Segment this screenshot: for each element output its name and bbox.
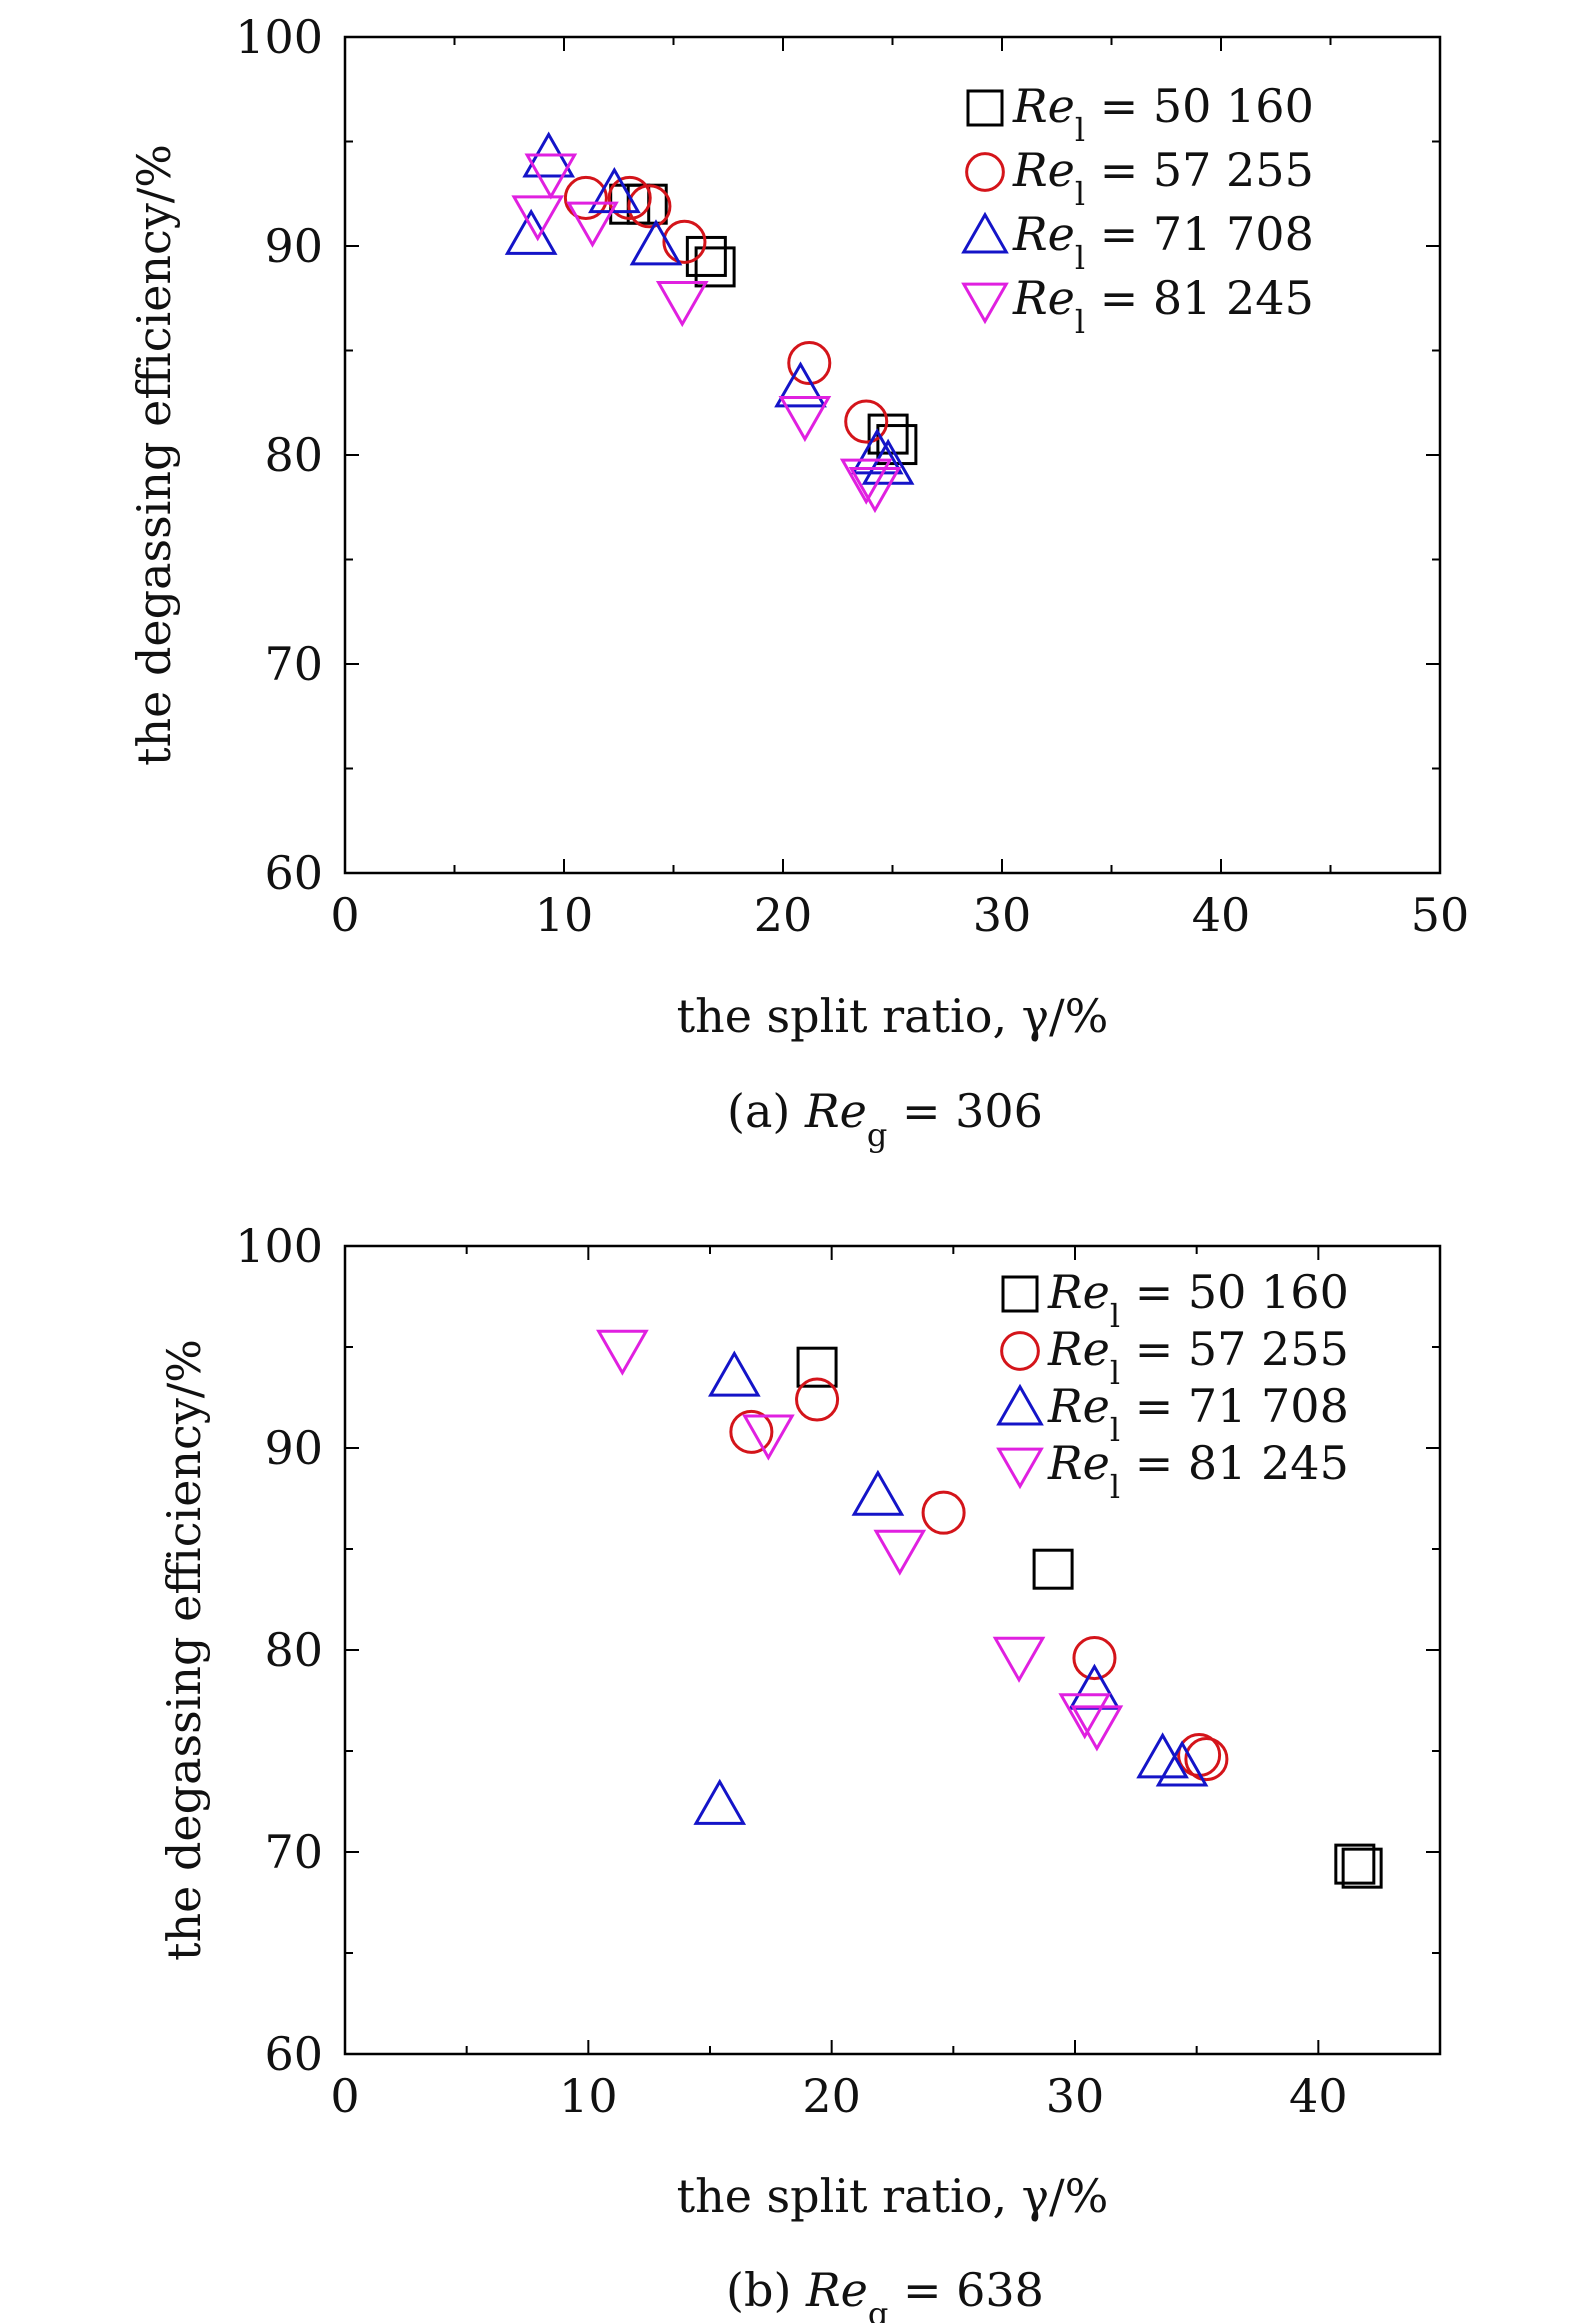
x-tick-label: 20 [754, 888, 813, 942]
legend-label: Rel = 50 160 [1012, 79, 1314, 149]
data-point [588, 166, 641, 214]
series-circle [563, 175, 889, 444]
legend-marker [961, 282, 1009, 325]
x-tick-label: 30 [973, 888, 1032, 942]
data-point [992, 1636, 1046, 1683]
data-point [861, 438, 915, 485]
data-point [1032, 1548, 1074, 1590]
data-point [566, 201, 619, 248]
data-point [1341, 1847, 1383, 1889]
data-point [655, 281, 709, 328]
series-triangle-down [511, 153, 902, 514]
data-point [1184, 1737, 1229, 1782]
data-point [1058, 1693, 1112, 1740]
series-square [796, 1346, 1383, 1889]
y-axis-label: the degassing efficiency/% [157, 1339, 211, 1961]
legend-label: Rel = 71 708 [1012, 207, 1314, 277]
x-tick-label: 40 [1192, 888, 1251, 942]
y-tick-label: 60 [264, 846, 323, 900]
legend-marker [965, 152, 1005, 192]
y-tick-label: 70 [264, 637, 323, 691]
legend-label: Rel = 50 160 [1047, 1265, 1349, 1335]
data-point [629, 219, 683, 266]
legend-label: Rel = 81 245 [1012, 271, 1314, 341]
data-point [787, 341, 832, 386]
data-point [1072, 1636, 1117, 1681]
legend-label: Rel = 57 255 [1047, 1322, 1349, 1392]
y-tick-label: 80 [264, 1623, 323, 1677]
series-triangle-up [693, 1350, 1209, 1825]
y-tick-label: 100 [235, 10, 323, 64]
legend-label: Rel = 57 255 [1012, 143, 1314, 213]
legend-label: Rel = 81 245 [1047, 1436, 1349, 1506]
series-triangle-down [596, 1329, 1124, 1752]
data-point [662, 219, 707, 264]
data-point [795, 1377, 840, 1422]
y-tick-label: 60 [264, 2027, 323, 2081]
legend-marker [996, 1383, 1044, 1426]
data-point [563, 175, 608, 220]
data-point [511, 195, 565, 242]
data-point [627, 184, 672, 229]
figure-caption: (b) Reg = 638 [726, 2263, 1044, 2323]
data-point [707, 1350, 761, 1397]
data-point [1334, 1843, 1376, 1885]
data-point [851, 1469, 905, 1516]
data-point [596, 1329, 649, 1376]
x-tick-label: 40 [1289, 2069, 1348, 2123]
figure-caption: (a) Reg = 306 [727, 1084, 1043, 1154]
y-tick-label: 100 [235, 1219, 323, 1273]
data-point [524, 153, 578, 200]
y-tick-label: 70 [264, 1825, 323, 1879]
data-point [1068, 1663, 1121, 1710]
data-point [742, 1414, 795, 1461]
x-tick-label: 20 [802, 2069, 861, 2123]
data-point [850, 428, 904, 475]
chart-a: 0 10 20 30 40 50 60 70 80 90 100 the split ratio, γ… [127, 10, 1469, 1154]
series-triangle-up [504, 131, 915, 485]
data-point [729, 1409, 774, 1454]
x-tick-label: 0 [330, 2069, 359, 2123]
x-tick-label: 10 [559, 2069, 618, 2123]
data-point [774, 361, 827, 408]
data-point [921, 1490, 966, 1535]
data-point [685, 235, 727, 277]
data-point [694, 246, 736, 288]
legend-marker [1001, 1275, 1039, 1313]
data-point [778, 395, 832, 443]
data-point [844, 399, 889, 444]
data-point [873, 1529, 927, 1576]
data-point [839, 458, 893, 505]
y-tick-label: 90 [264, 219, 323, 273]
y-tick-label: 90 [264, 1421, 323, 1475]
series-circle [729, 1377, 1229, 1782]
chart-b: 0 10 20 30 40 60 70 80 90 100 the split ratio, γ/%… [157, 1219, 1442, 2323]
x-tick-label: 10 [535, 888, 594, 942]
legend-marker [1000, 1331, 1040, 1371]
legend-marker [996, 1447, 1044, 1490]
data-point [1070, 1705, 1124, 1752]
legend-marker [966, 89, 1004, 127]
y-axis-label: the degassing efficiency/% [127, 144, 181, 766]
data-point [693, 1778, 747, 1825]
x-axis-label: the split ratio, γ/% [677, 2169, 1109, 2223]
data-point [796, 1346, 838, 1388]
legend-label: Rel = 71 708 [1047, 1379, 1349, 1449]
data-point [1155, 1740, 1209, 1787]
x-tick-label: 30 [1046, 2069, 1105, 2123]
x-axis-label: the split ratio, γ/% [677, 989, 1109, 1043]
data-point [607, 175, 652, 220]
legend-marker [961, 211, 1009, 254]
x-tick-label: 50 [1411, 888, 1470, 942]
data-point [848, 467, 902, 514]
y-tick-label: 80 [264, 428, 323, 482]
x-tick-label: 0 [330, 888, 359, 942]
data-point [504, 208, 558, 255]
